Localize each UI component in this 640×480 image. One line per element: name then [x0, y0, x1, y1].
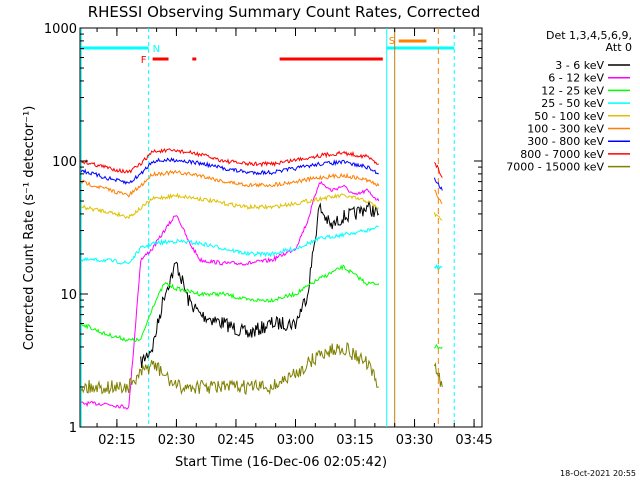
series-line-8-seg1 [433, 362, 443, 388]
y-axis-label: Corrected Count Rate (s⁻¹ detector⁻¹) [22, 106, 37, 351]
x-tick-label-5: 03:30 [396, 433, 433, 448]
series-line-6-seg1 [433, 177, 443, 191]
series-line-5 [81, 169, 380, 198]
series-line-3-seg1 [434, 263, 443, 270]
series-line-3 [80, 225, 379, 265]
flag-label-n: N [153, 44, 160, 55]
x-tick-label-6: 03:45 [455, 433, 492, 448]
flag-label-s: S [389, 36, 395, 47]
y-tick-label-1: 10 [60, 288, 77, 303]
x-tick-label-0: 02:15 [98, 433, 135, 448]
series-line-2-seg1 [434, 343, 443, 350]
x-tick-label-1: 02:30 [158, 433, 195, 448]
footer-date: 18-Oct-2021 20:55 [560, 469, 636, 478]
legend-header-line1: Det 1,3,4,5,6,9, [546, 29, 632, 42]
legend-label-0: 3 - 6 keV [555, 59, 604, 72]
series-line-7-seg1 [434, 162, 443, 178]
legend-label-6: 300 - 800 keV [527, 135, 604, 148]
series-line-5-seg1 [434, 189, 443, 204]
legend-label-4: 50 - 100 keV [534, 110, 604, 123]
legend-label-7: 800 - 7000 keV [520, 148, 604, 161]
series-line-0 [140, 200, 380, 369]
x-axis: 02:15 02:30 02:45 03:00 03:15 03:30 03:45 [96, 28, 493, 448]
y-axis: 1 10 100 1000 [44, 22, 482, 436]
series-line-4-seg1 [433, 212, 443, 221]
x-tick-label-4: 03:15 [336, 433, 373, 448]
legend-label-3: 25 - 50 keV [541, 97, 604, 110]
x-tick-label-2: 02:45 [217, 433, 254, 448]
flag-bars: NF S [80, 28, 455, 427]
legend-label-5: 100 - 300 keV [527, 123, 604, 136]
series-line-7 [80, 148, 379, 174]
legend-header-line2: Att 0 [606, 41, 632, 54]
y-tick-label-2: 100 [52, 155, 77, 170]
x-tick-label-3: 03:00 [277, 433, 314, 448]
series-line-2 [80, 264, 380, 343]
legend-label-2: 12 - 25 keV [541, 84, 604, 97]
series-line-8 [80, 341, 379, 396]
flag-label-f: F [141, 55, 147, 66]
series-lines [80, 148, 443, 410]
series-line-6 [80, 157, 379, 185]
plot-area [79, 27, 483, 428]
legend-label-8: 7000 - 15000 keV [506, 161, 604, 174]
legend-label-1: 6 - 12 keV [548, 72, 604, 85]
series-line-1 [81, 180, 380, 410]
series-line-4 [81, 192, 379, 220]
chart-title: RHESSI Observing Summary Count Rates, Co… [88, 3, 481, 21]
x-axis-label: Start Time (16-Dec-06 02:05:42) [175, 455, 387, 470]
y-tick-label-3: 1000 [44, 22, 77, 37]
y-tick-label-0: 1 [69, 421, 77, 436]
